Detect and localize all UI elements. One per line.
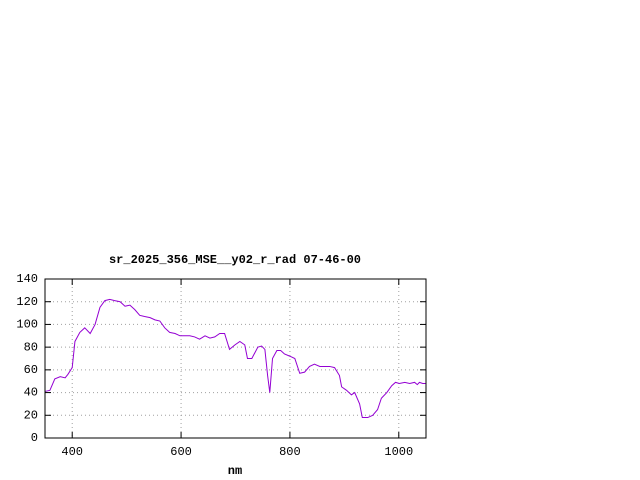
x-tick-label: 800 <box>279 445 301 459</box>
y-tick-label: 80 <box>24 340 38 354</box>
y-tick-label: 140 <box>16 272 38 286</box>
y-tick-label: 0 <box>31 431 38 445</box>
chart-title: sr_2025_356_MSE__y02_r_rad 07-46-00 <box>109 253 361 267</box>
y-tick-label: 60 <box>24 363 38 377</box>
y-tick-label: 100 <box>16 318 38 332</box>
data-line <box>44 298 426 419</box>
x-axis-label: nm <box>228 464 242 478</box>
x-tick-label: 400 <box>61 445 83 459</box>
x-tick-label: 1000 <box>384 445 413 459</box>
plot-border <box>44 278 427 439</box>
y-tick-label: 120 <box>16 295 38 309</box>
y-tick-label: 40 <box>24 386 38 400</box>
y-tick-label: 20 <box>24 408 38 422</box>
x-tick-label: 600 <box>170 445 192 459</box>
